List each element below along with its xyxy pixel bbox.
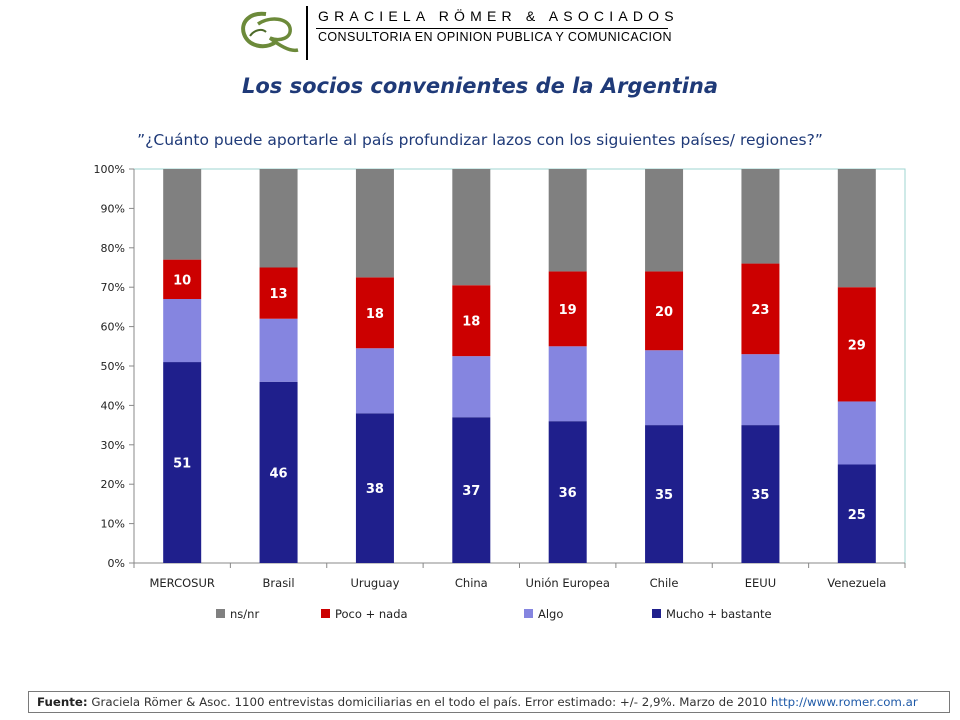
data-label: 38: [366, 482, 384, 497]
x-tick-label: MERCOSUR: [149, 576, 214, 590]
data-label: 36: [559, 486, 577, 501]
data-label: 51: [173, 457, 191, 472]
firm-tagline: CONSULTORIA EN OPINION PUBLICA Y COMUNIC…: [318, 30, 672, 44]
x-tick-label: China: [455, 576, 488, 590]
bar-segment: [163, 299, 201, 362]
data-label: 18: [366, 307, 384, 322]
data-label: 19: [559, 303, 577, 318]
y-tick-label: 80%: [101, 242, 125, 255]
data-label: 10: [173, 273, 191, 288]
data-label: 37: [462, 484, 480, 499]
x-tick-label: Venezuela: [827, 576, 886, 590]
logo-icon: [236, 6, 302, 56]
data-label: 13: [270, 287, 288, 302]
data-label: 46: [270, 466, 288, 481]
bar-segment: [356, 348, 394, 413]
source-footer: Fuente: Graciela Römer & Asoc. 1100 entr…: [28, 691, 950, 713]
y-tick-label: 10%: [101, 518, 125, 531]
footer-label: Fuente:: [37, 695, 88, 709]
y-tick-label: 30%: [101, 439, 125, 452]
legend-label: Algo: [538, 607, 563, 621]
y-tick-label: 100%: [94, 163, 125, 176]
bar-segment: [741, 354, 779, 425]
footer-link[interactable]: http://www.romer.com.ar: [771, 695, 918, 709]
legend-swatch: [321, 609, 330, 618]
header: GRACIELA RÖMER & ASOCIADOS CONSULTORIA E…: [236, 6, 676, 58]
data-label: 25: [848, 508, 866, 523]
firm-name: GRACIELA RÖMER & ASOCIADOS: [318, 8, 679, 24]
y-tick-label: 40%: [101, 399, 125, 412]
survey-question: ”¿Cuánto puede aportarle al país profund…: [0, 131, 960, 149]
data-label: 23: [751, 303, 769, 318]
bar-segment: [645, 169, 683, 271]
legend-swatch: [216, 609, 225, 618]
legend-label: ns/nr: [230, 607, 259, 621]
bar-segment: [549, 346, 587, 421]
data-label: 29: [848, 338, 866, 353]
bar-segment: [838, 169, 876, 287]
x-tick-label: EEUU: [745, 576, 776, 590]
legend-swatch: [652, 609, 661, 618]
data-label: 35: [751, 488, 769, 503]
bar-segment: [549, 169, 587, 271]
firm-rule: [316, 28, 668, 29]
bar-segment: [452, 356, 490, 417]
bar-segment: [260, 319, 298, 382]
x-tick-label: Chile: [650, 576, 679, 590]
data-label: 18: [462, 315, 480, 330]
y-tick-label: 50%: [101, 360, 125, 373]
y-tick-label: 0%: [108, 557, 125, 570]
stacked-bar-chart: 0% 10% 20% 30% 40% 50% 60% 70% 80% 90% 100% 51 10 MER…: [0, 150, 960, 640]
page-title: Los socios convenientes de la Argentina: [0, 74, 960, 98]
bar-segment: [741, 169, 779, 264]
y-tick-label: 60%: [101, 321, 125, 334]
y-tick-label: 70%: [101, 281, 125, 294]
plot-area: [134, 169, 905, 563]
bar-segment: [452, 169, 490, 285]
y-tick-label: 90%: [101, 202, 125, 215]
legend-label: Mucho + bastante: [666, 607, 772, 621]
bar-segment: [163, 169, 201, 260]
y-tick-label: 20%: [101, 478, 125, 491]
bar-segment: [838, 401, 876, 464]
header-divider: [306, 6, 308, 60]
x-tick-label: Unión Europea: [526, 576, 610, 590]
x-tick-label: Brasil: [263, 576, 295, 590]
legend-label: Poco + nada: [335, 607, 408, 621]
data-label: 20: [655, 305, 673, 320]
bar-segment: [356, 169, 394, 277]
data-label: 35: [655, 488, 673, 503]
legend-swatch: [524, 609, 533, 618]
x-tick-label: Uruguay: [351, 576, 400, 590]
bar-segment: [645, 350, 683, 425]
bar-segment: [260, 169, 298, 268]
footer-text: Graciela Römer & Asoc. 1100 entrevistas …: [88, 695, 771, 709]
